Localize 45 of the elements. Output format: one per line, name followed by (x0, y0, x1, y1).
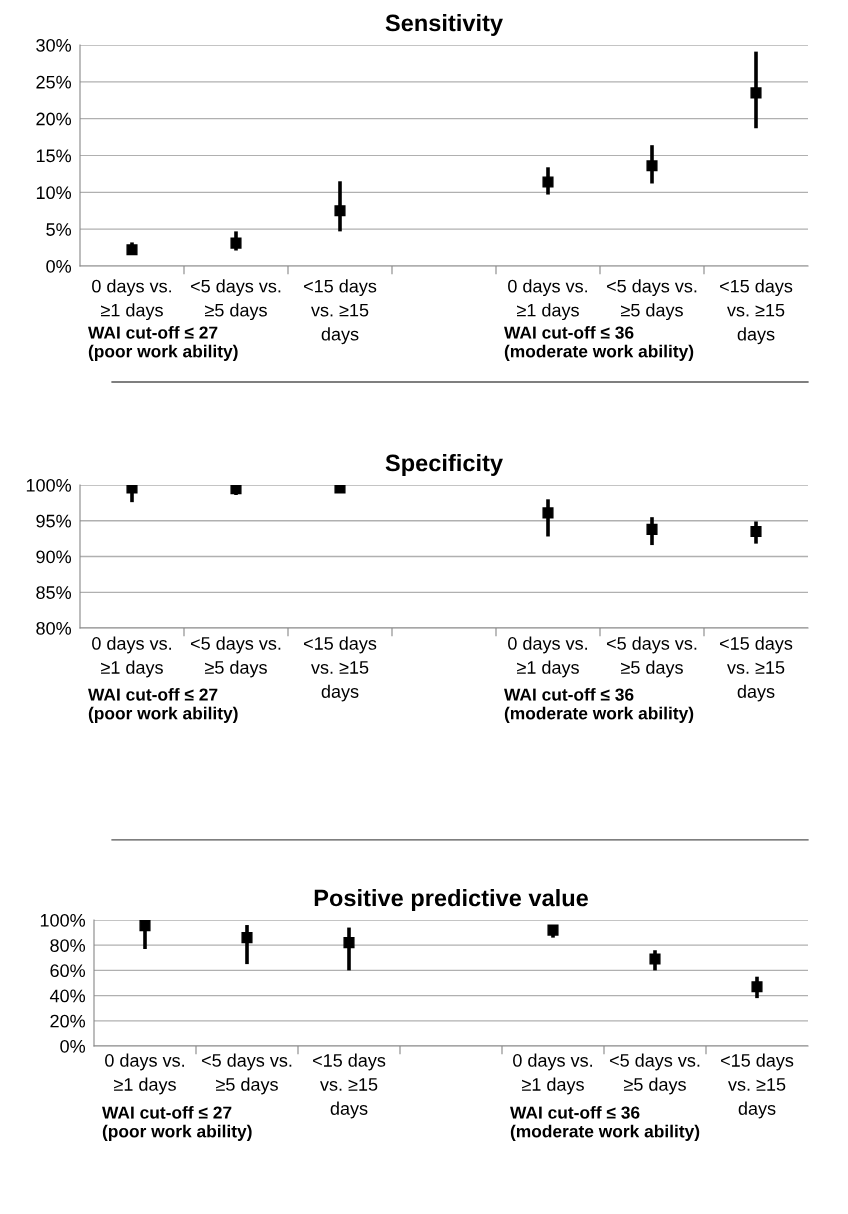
x-tick-label: <15 days vs. ≥15 days (313, 1053, 386, 1119)
text: WAI cut-off ≤ 36 (moderate work ability) (510, 1106, 700, 1141)
x-tick-label: <15 days vs. ≥15 days (720, 636, 793, 702)
y-tick-label: 100% (40, 913, 86, 927)
text: WAI cut-off ≤ 27 (poor work ability) (102, 1106, 252, 1141)
text: WAI cut-off ≤ 36 (moderate work ability) (504, 326, 694, 361)
y-tick-label: 100% (26, 478, 72, 492)
y-tick-label: 0% (46, 259, 72, 273)
chart-title: Positive predictive value (314, 889, 588, 912)
x-tick-label: <15 days vs. ≥15 days (721, 1053, 794, 1119)
y-tick-label: 20% (36, 112, 72, 126)
chart-title: Sensitivity (385, 14, 503, 37)
x-tick-label: 0 days vs. ≥1 days (105, 1053, 184, 1095)
y-tick-label: 95% (36, 514, 72, 528)
y-tick-label: 90% (36, 550, 72, 564)
y-tick-label: 5% (46, 223, 72, 236)
y-tick-label: 0% (60, 1039, 86, 1053)
x-tick-label: <5 days vs. ≥5 days (190, 636, 281, 678)
x-tick-label: 0 days vs. ≥1 days (508, 636, 587, 678)
y-tick-label: 80% (36, 621, 72, 635)
text: WAI cut-off ≤ 36 (moderate work ability) (504, 688, 694, 723)
text: WAI cut-off ≤ 27 (poor work ability) (88, 326, 238, 361)
x-tick-label: <5 days vs. ≥5 days (606, 636, 697, 678)
y-tick-label: 80% (50, 939, 86, 952)
text: WAI cut-off ≤ 27 (poor work ability) (88, 688, 238, 723)
x-tick-label: <5 days vs. ≥5 days (606, 279, 697, 321)
chart-title: Specificity (385, 454, 503, 477)
x-tick-label: 0 days vs. ≥1 days (92, 636, 171, 678)
x-tick-label: 0 days vs. ≥1 days (92, 279, 171, 321)
x-tick-label: <5 days vs. ≥5 days (201, 1053, 292, 1095)
x-tick-label: <15 days vs. ≥15 days (304, 636, 377, 702)
x-tick-label: 0 days vs. ≥1 days (513, 1053, 592, 1095)
x-tick-label: <5 days vs. ≥5 days (609, 1053, 700, 1095)
x-tick-label: <15 days vs. ≥15 days (720, 279, 793, 345)
x-tick-label: <5 days vs. ≥5 days (190, 279, 281, 321)
y-tick-label: 25% (36, 75, 72, 89)
y-tick-label: 60% (50, 964, 86, 978)
y-tick-label: 20% (50, 1014, 86, 1028)
y-tick-label: 15% (36, 149, 72, 163)
y-tick-label: 40% (49, 989, 86, 1003)
y-tick-label: 10% (36, 186, 72, 200)
y-tick-label: 30% (36, 38, 72, 52)
y-tick-label: 85% (36, 586, 72, 599)
x-tick-label: 0 days vs. ≥1 days (508, 279, 587, 321)
x-tick-label: <15 days vs. ≥15 days (304, 279, 377, 345)
